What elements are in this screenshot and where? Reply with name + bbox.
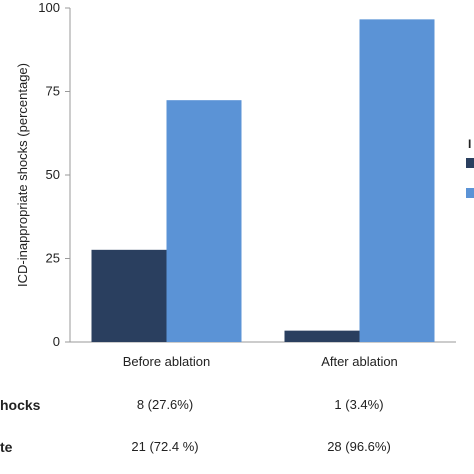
y-axis-label: ICD-inappropriate shocks (percentage) (15, 63, 30, 287)
category-labels: Before ablation After ablation (123, 354, 398, 369)
y-tick-label-4: 100 (38, 0, 60, 15)
x-category-label-1: Before ablation (123, 354, 210, 369)
y-tick-label-3: 75 (46, 84, 60, 99)
bar-series-1-1 (91, 249, 167, 342)
legend-label-series-1: I (468, 137, 472, 151)
table-cell-r1-c1: 8 (27.6%) (136, 397, 194, 412)
y-ticks: 0 25 50 75 100 (38, 0, 70, 349)
table-row-label-2: te (0, 439, 13, 455)
table-cell-r2-c2: 28 (96.6%) (327, 439, 391, 454)
y-tick-label-1: 25 (46, 251, 60, 266)
table-row-label-1: hocks (0, 397, 41, 413)
legend-marker-series-1 (466, 158, 474, 168)
bar-series-2-2 (359, 19, 435, 343)
bar-series-1-2 (284, 330, 360, 342)
table-cell-r1-c2: 1 (3.4%) (334, 397, 384, 412)
legend-marker-series-2 (466, 188, 474, 198)
x-category-label-2: After ablation (321, 354, 398, 369)
y-tick-label-2: 50 (46, 167, 60, 182)
bar-series-2-1 (166, 100, 242, 343)
table-cell-r2-c1: 21 (72.4 %) (131, 439, 199, 454)
bars (91, 19, 435, 343)
y-tick-label-0: 0 (53, 334, 60, 349)
